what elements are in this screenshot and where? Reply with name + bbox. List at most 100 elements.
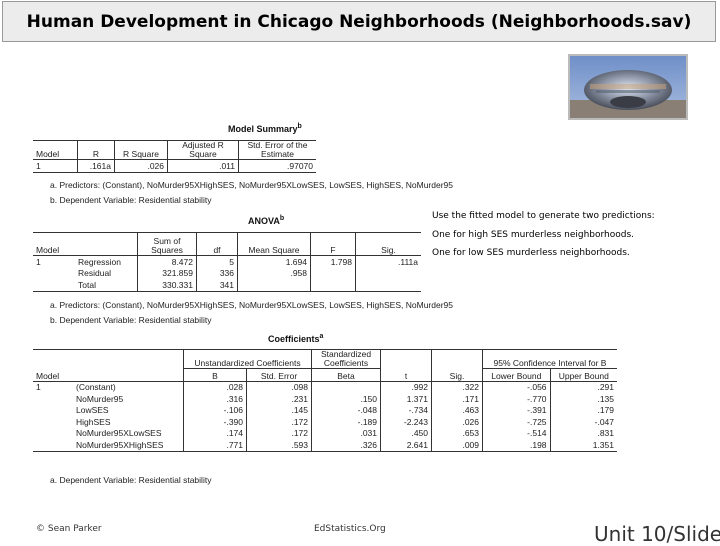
coef-header-b: B bbox=[183, 368, 247, 382]
coef-cell: .291 bbox=[549, 381, 617, 393]
ms-header-model: Model bbox=[33, 140, 78, 160]
slide-title: Human Development in Chicago Neighborhoo… bbox=[26, 11, 692, 32]
anova-header-ms: Mean Square bbox=[237, 232, 311, 256]
coef-header-sig: Sig. bbox=[431, 368, 483, 382]
anova-cell bbox=[355, 279, 421, 292]
anova-cell: 321.859 bbox=[137, 267, 197, 279]
anova-header-sig: Sig. bbox=[355, 232, 421, 256]
ms-cell: .97070 bbox=[238, 159, 316, 173]
coef-cell: .150 bbox=[311, 393, 381, 405]
coef-cell: NoMurder95 bbox=[76, 393, 124, 404]
ms-footnote-b: b. Dependent Variable: Residential stabi… bbox=[50, 195, 212, 205]
coef-cell: -.047 bbox=[549, 416, 617, 428]
coef-cell: .026 bbox=[431, 416, 483, 428]
coef-cell: .031 bbox=[311, 427, 381, 439]
coef-cell: .322 bbox=[431, 381, 483, 393]
coef-header-upper: Upper Bound bbox=[549, 368, 617, 382]
coef-cell: .009 bbox=[431, 439, 483, 452]
anova-cell bbox=[237, 279, 311, 292]
coef-cell: (Constant) bbox=[76, 382, 116, 393]
anova-cell bbox=[310, 267, 356, 279]
anova-cell: .111a bbox=[355, 255, 421, 268]
coef-row: NoMurder95 .316.231.150 1.371.171 -.770.135 bbox=[33, 393, 617, 405]
coef-cell: .463 bbox=[431, 404, 483, 416]
anova-header-ss: Sum of Squares bbox=[137, 232, 197, 256]
coef-cell: .231 bbox=[246, 393, 312, 405]
coef-cell: NoMurder95XLowSES bbox=[76, 428, 162, 439]
coef-cell: .028 bbox=[183, 381, 247, 393]
coef-row: LowSES -.106.145 -.048 -.734.463 -.391.179 bbox=[33, 404, 617, 416]
coef-cell: .179 bbox=[549, 404, 617, 416]
anova-cell: Residual bbox=[78, 268, 112, 279]
ms-header-adjrsq: Adjusted R Square bbox=[167, 140, 239, 160]
footer-slide-number: Unit 10/Slide bbox=[594, 522, 720, 546]
anova-cell bbox=[355, 267, 421, 279]
anova-cell bbox=[310, 279, 356, 292]
coefficients-title: Coefficientsa bbox=[268, 333, 323, 344]
anova-cell bbox=[33, 279, 75, 292]
coefficients-body: 1 (Constant) .028.098.992.322 -.056.291 NoMu… bbox=[33, 381, 617, 452]
cloud-gate-photo bbox=[568, 54, 688, 120]
note-line-1: Use the fitted model to generate two pre… bbox=[432, 211, 655, 221]
coef-cell: .171 bbox=[431, 393, 483, 405]
coef-cell: LowSES bbox=[76, 405, 109, 416]
coef-cell: 1 bbox=[36, 382, 41, 393]
coef-cell bbox=[311, 381, 381, 393]
coef-group-ci: 95% Confidence Interval for B bbox=[482, 349, 617, 369]
anova-footnote-a: a. Predictors: (Constant), NoMurder95XHi… bbox=[50, 300, 453, 310]
anova-cell: 341 bbox=[196, 279, 238, 292]
coef-cell: .198 bbox=[482, 439, 551, 452]
anova-superscript: b bbox=[279, 215, 285, 222]
coef-header-lower: Lower Bound bbox=[482, 368, 551, 382]
note-line-3: One for low SES murderless neighborhoods… bbox=[432, 248, 630, 258]
coef-cell: NoMurder95XHighSES bbox=[73, 439, 184, 452]
coef-cell: -.390 bbox=[183, 416, 247, 428]
coef-row: HighSES -.390.172 -.189 -2.243.026 -.725 -.04… bbox=[33, 416, 617, 428]
coef-cell: -.770 bbox=[482, 393, 551, 405]
coef-cell: .174 bbox=[183, 427, 247, 439]
model-summary-title-text: Model Summary bbox=[228, 124, 298, 134]
coef-cell: 1.351 bbox=[549, 439, 617, 452]
coef-cell: .172 bbox=[246, 427, 312, 439]
footer-copyright: © Sean Parker bbox=[36, 524, 102, 534]
coef-row: NoMurder95XHighSES .771.593.326 2.641.009.… bbox=[33, 439, 617, 452]
anova-header-df: df bbox=[196, 232, 238, 256]
anova-cell: .958 bbox=[237, 267, 311, 279]
coef-cell: .098 bbox=[246, 381, 312, 393]
coef-cell: .593 bbox=[246, 439, 312, 452]
coefficients-superscript: a bbox=[319, 333, 324, 340]
coef-cell: -.056 bbox=[482, 381, 551, 393]
ms-footnote-a: a. Predictors: (Constant), NoMurder95XHi… bbox=[50, 180, 453, 190]
model-summary-superscript: b bbox=[297, 123, 302, 130]
coef-cell: .326 bbox=[311, 439, 381, 452]
coefficients-title-text: Coefficients bbox=[268, 334, 320, 344]
anova-cell: Total bbox=[75, 279, 138, 292]
note-line-2: One for high SES murderless neighborhood… bbox=[432, 230, 635, 240]
coef-cell bbox=[33, 439, 73, 452]
coef-cell: .831 bbox=[549, 427, 617, 439]
coef-header-model: Model bbox=[33, 368, 73, 382]
ms-cell: .011 bbox=[167, 159, 239, 173]
coef-cell: 1.371 bbox=[380, 393, 432, 405]
anova-title-text: ANOVA bbox=[248, 216, 280, 226]
ms-header-r: R bbox=[77, 140, 115, 160]
coef-cell bbox=[33, 416, 73, 428]
coef-cell: HighSES bbox=[76, 416, 111, 427]
coef-cell bbox=[33, 393, 73, 405]
coef-header-se: Std. Error bbox=[246, 368, 312, 382]
coef-cell bbox=[33, 428, 73, 440]
anova-table: Model Sum of Squares df Mean Square F Si… bbox=[33, 232, 421, 292]
coef-cell: -2.243 bbox=[380, 416, 432, 428]
anova-header-blank bbox=[75, 232, 138, 256]
anova-title: ANOVAb bbox=[248, 215, 284, 226]
model-summary-title: Model Summaryb bbox=[228, 123, 302, 134]
anova-cell: 1.798 bbox=[310, 255, 356, 268]
ms-cell: .026 bbox=[114, 159, 168, 173]
coef-cell: .135 bbox=[549, 393, 617, 405]
coef-cell: -.514 bbox=[482, 427, 551, 439]
anova-header-model: Model bbox=[33, 232, 75, 256]
anova-cell: Regression bbox=[78, 256, 121, 267]
coef-footnote-a: a. Dependent Variable: Residential stabi… bbox=[50, 475, 212, 485]
anova-cell: 330.331 bbox=[137, 279, 197, 292]
anova-footnote-b: b. Dependent Variable: Residential stabi… bbox=[50, 315, 212, 325]
